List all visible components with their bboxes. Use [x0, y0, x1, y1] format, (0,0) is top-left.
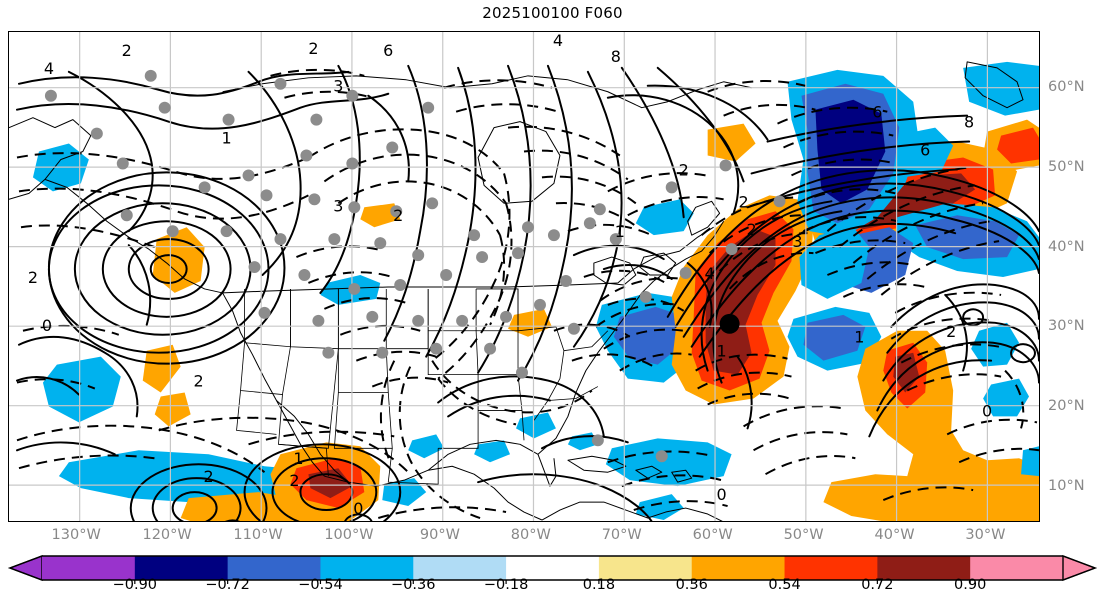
- lon-tick-label: 30°W: [965, 527, 1006, 543]
- colorbar-under-arrow: [8, 554, 43, 582]
- colorbar-tick-label: 0.18: [582, 577, 616, 593]
- svg-text:0: 0: [982, 401, 992, 420]
- colorbar-over-arrow: [1062, 554, 1097, 582]
- colorbar-outline: [8, 555, 1097, 581]
- colorbar-segment: [227, 556, 321, 580]
- colorbar-tick-label: −0.18: [483, 577, 529, 593]
- colorbar-segment: [598, 556, 693, 580]
- svg-text:2: 2: [122, 41, 132, 60]
- colorbar-segment: [506, 556, 600, 580]
- lat-tick-label: 20°N: [1048, 398, 1085, 415]
- colorbar-tick-label: 0.54: [768, 577, 801, 593]
- svg-text:4: 4: [553, 32, 563, 50]
- svg-text:2: 2: [393, 206, 403, 225]
- lat-tick-label: 50°N: [1048, 158, 1085, 175]
- colorbar-tick-label: −0.90: [112, 577, 158, 593]
- colorbar-segment: [320, 556, 414, 580]
- svg-text:2: 2: [738, 192, 748, 211]
- svg-text:1: 1: [293, 449, 303, 468]
- svg-text:0: 0: [353, 499, 363, 518]
- svg-text:2: 2: [746, 220, 756, 239]
- lon-tick-label: 90°W: [419, 527, 460, 543]
- page-title: 2025100100 F060: [482, 4, 623, 22]
- storm-center-marker: [719, 313, 740, 334]
- svg-text:8: 8: [611, 47, 621, 66]
- svg-text:3: 3: [333, 77, 343, 96]
- dashed-contours: [16, 68, 1039, 519]
- lat-tick-label: 10°N: [1048, 478, 1085, 495]
- svg-text:1: 1: [615, 222, 625, 241]
- svg-text:8: 8: [964, 113, 974, 132]
- colorbar-tick-label: 0.90: [954, 577, 987, 593]
- colorbar-tick-label: 0.36: [675, 577, 708, 593]
- lon-tick-label: 130°W: [51, 527, 101, 543]
- colorbar-segment: [970, 556, 1064, 580]
- colorbar-swatches: [8, 554, 1097, 584]
- lat-tick-label: 60°N: [1048, 78, 1085, 95]
- lat-tick-label: 40°N: [1048, 238, 1085, 255]
- svg-text:2: 2: [679, 160, 689, 179]
- lon-tick-label: 110°W: [233, 527, 283, 543]
- colorbar-tick-label: −0.54: [298, 577, 343, 593]
- svg-text:1: 1: [222, 129, 232, 148]
- svg-text:0: 0: [42, 316, 52, 335]
- lon-tick-label: 50°W: [783, 527, 824, 543]
- svg-text:2: 2: [204, 467, 214, 486]
- lon-tick-label: 60°W: [692, 527, 733, 543]
- svg-text:6: 6: [383, 41, 393, 60]
- colorbar-tick-label: 0.72: [861, 577, 894, 593]
- colorbar-tick-label: −0.36: [391, 577, 436, 593]
- svg-text:4: 4: [44, 59, 54, 78]
- colorbar-segment: [134, 556, 229, 580]
- lon-tick-label: 40°W: [874, 527, 915, 543]
- svg-text:2: 2: [289, 471, 299, 490]
- colorbar-segment: [877, 556, 971, 580]
- colorbar: −0.90 −0.72 −0.54 −0.36 −0.18 0.18 0.36 0.54 0.7…: [0, 552, 1105, 615]
- map-plot: 4 2 1 2 3 6 3 2 4 8 1 8 6 6 2 2 3: [9, 32, 1039, 521]
- lat-tick-label: 30°N: [1048, 318, 1085, 335]
- svg-text:6: 6: [920, 141, 930, 160]
- svg-text:3: 3: [792, 232, 802, 251]
- svg-text:2: 2: [946, 322, 956, 341]
- gridlines: [9, 32, 1039, 521]
- lon-tick-label: 80°W: [510, 527, 551, 543]
- solid-contours: [15, 64, 1039, 521]
- svg-text:0: 0: [717, 485, 727, 504]
- colorbar-segment: [42, 556, 136, 580]
- map-panel: 4 2 1 2 3 6 3 2 4 8 1 8 6 6 2 2 3: [8, 31, 1040, 522]
- svg-text:2: 2: [28, 268, 38, 287]
- svg-text:6: 6: [872, 103, 882, 122]
- lon-tick-label: 100°W: [324, 527, 374, 543]
- colorbar-segment: [784, 556, 878, 580]
- colorbar-segment: [413, 556, 507, 580]
- svg-text:4: 4: [705, 264, 715, 283]
- lon-tick-label: 70°W: [601, 527, 642, 543]
- colorbar-tick-label: −0.72: [205, 577, 250, 593]
- station-dot-markers: [44, 69, 786, 463]
- contour-labels: 4 2 1 2 3 6 3 2 4 8 1 8 6 6 2 2 3: [28, 32, 992, 518]
- svg-text:1: 1: [854, 328, 864, 347]
- lon-tick-label: 120°W: [142, 527, 192, 543]
- svg-text:2: 2: [308, 39, 318, 58]
- svg-text:3: 3: [333, 196, 343, 215]
- svg-text:2: 2: [194, 372, 204, 391]
- svg-text:1: 1: [717, 342, 727, 361]
- colorbar-segment: [691, 556, 786, 580]
